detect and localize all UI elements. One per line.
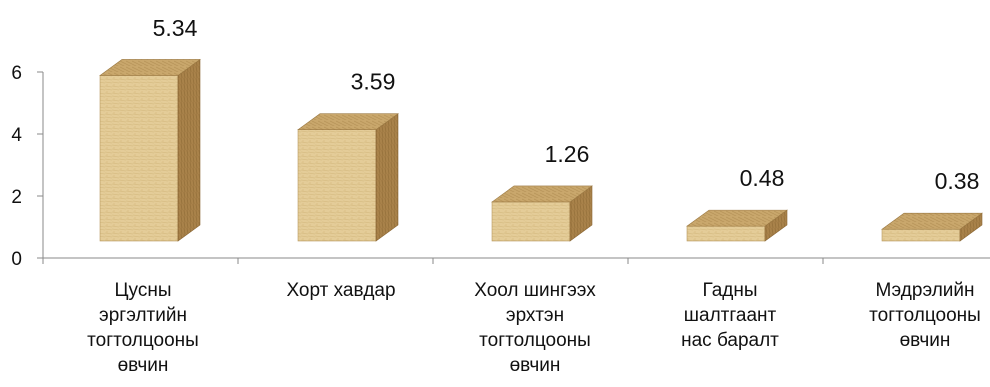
y-tick-label: 6 <box>11 63 22 84</box>
x-tick-label: Хорт хавдар <box>286 280 395 301</box>
bar-front-face <box>99 75 179 242</box>
bar <box>99 58 201 242</box>
bar-side-face <box>177 58 201 242</box>
bar <box>297 113 399 242</box>
bar-top-face <box>297 113 399 131</box>
category-labels: Цусны эргэлтийн тогтолцооны өвчин Хорт хавда… <box>87 280 981 376</box>
bars <box>99 58 983 242</box>
data-label: 3.59 <box>351 69 396 95</box>
x-tick-label: Мэдрэлийн тогтолцооны өвчин <box>869 280 981 351</box>
data-label: 1.26 <box>545 141 590 167</box>
x-tick-label: Цусны эргэлтийн тогтолцооны өвчин <box>87 280 199 376</box>
x-tick-label: Хоол шингээх эрхтэн тогтолцооны өвчин <box>474 280 596 376</box>
y-tick-label: 4 <box>11 125 22 146</box>
y-axis: 0 2 4 6 <box>11 63 990 270</box>
bar-top-face <box>99 59 201 76</box>
bar-front-face <box>297 129 377 242</box>
bar <box>491 185 593 242</box>
data-label: 5.34 <box>153 15 198 41</box>
bar-top-face <box>881 212 983 230</box>
data-label: 0.38 <box>935 168 980 194</box>
x-tick-label: Гадны шалтгаант нас баралт <box>681 280 779 351</box>
y-tick-label: 0 <box>11 249 22 270</box>
bar-front-face <box>686 225 766 242</box>
bar-front-face <box>881 228 961 242</box>
y-tick-label: 2 <box>11 187 22 208</box>
bar-top-face <box>686 209 788 227</box>
data-label: 0.48 <box>740 165 785 191</box>
bar <box>881 212 983 242</box>
bar-top-face <box>491 185 593 203</box>
data-labels: 5.34 3.59 1.26 0.48 0.38 <box>153 15 980 194</box>
bar <box>686 209 788 242</box>
bar-side-face <box>375 113 399 242</box>
bar-front-face <box>491 201 571 242</box>
